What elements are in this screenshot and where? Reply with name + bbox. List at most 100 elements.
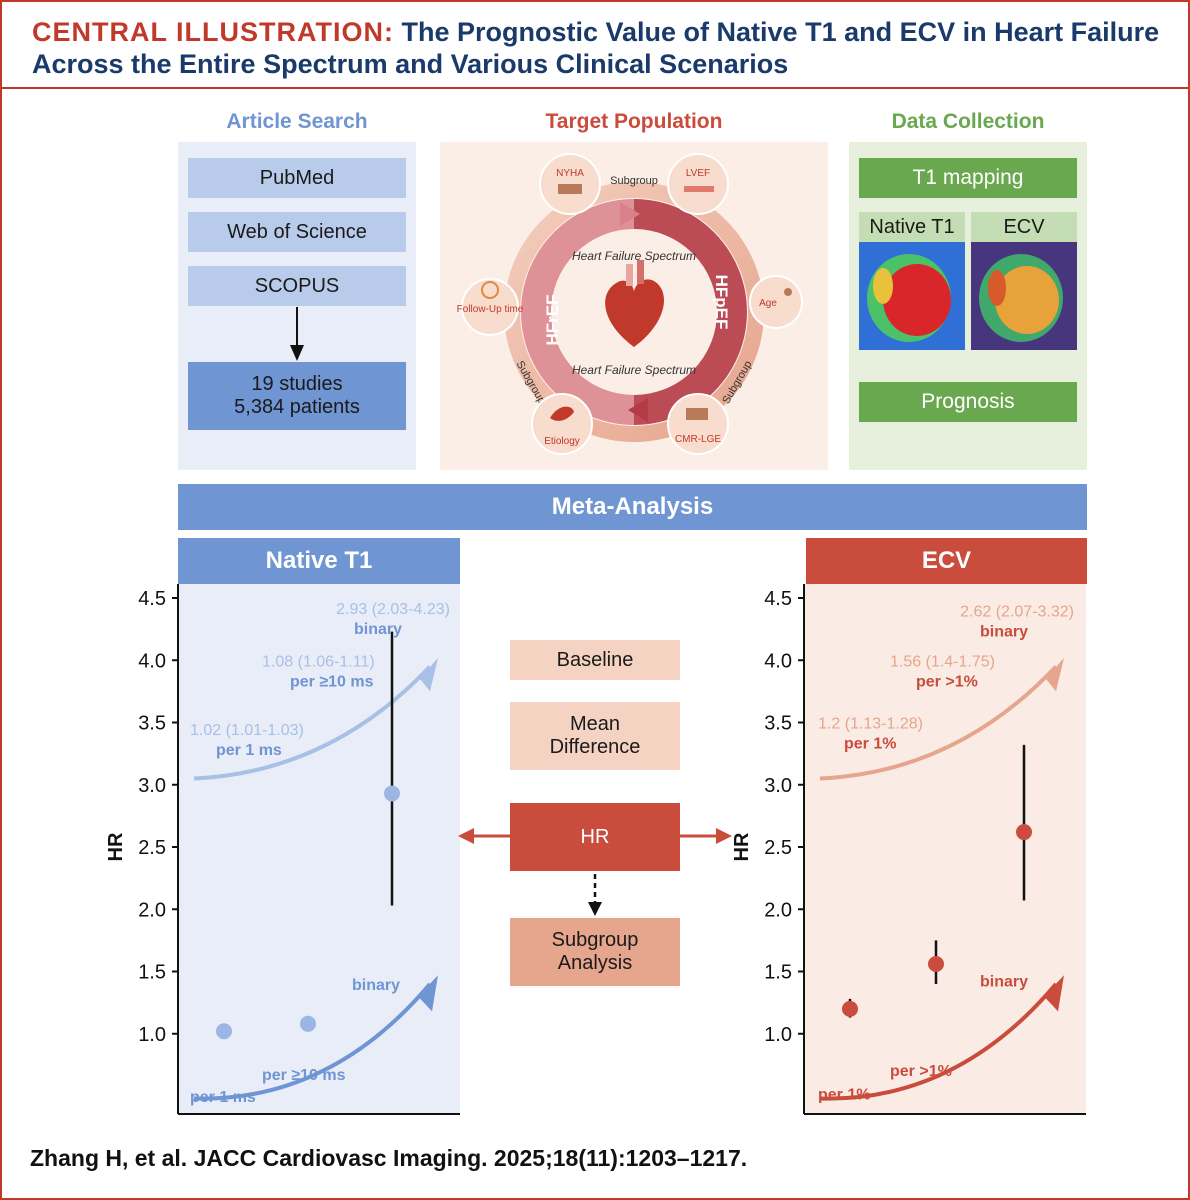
- y-tick-label: 4.0: [138, 650, 166, 672]
- y-tick-label: 4.5: [764, 588, 792, 610]
- chart-plot-area: [804, 584, 1086, 1114]
- data-collection-heading: Data Collection: [891, 110, 1045, 133]
- database-pubmed: PubMed: [188, 158, 406, 198]
- svg-text:CMR-LGE: CMR-LGE: [675, 434, 721, 445]
- upper-arrowhead: [1046, 657, 1064, 692]
- y-tick-label: 3.5: [138, 713, 166, 735]
- mean-difference-box: Mean Difference: [510, 702, 680, 770]
- native-t1-label: Native T1: [859, 212, 965, 242]
- hfref-arc: [521, 199, 635, 425]
- page-title: CENTRAL ILLUSTRATION: The Prognostic Val…: [32, 16, 1172, 80]
- subgroup-analysis-box: Subgroup Analysis: [510, 918, 680, 986]
- t1-map-images: [859, 242, 1077, 350]
- y-tick-label: 3.0: [138, 775, 166, 797]
- database-web-of-science: Web of Science: [188, 212, 406, 252]
- subgroup-lvef: LVEF: [667, 153, 729, 215]
- y-axis-label: HR: [105, 832, 127, 861]
- down-arrow-icon: [290, 307, 304, 361]
- lower-unit-label: per ≥10 ms: [262, 1067, 346, 1084]
- data-point: [300, 1015, 316, 1032]
- subgroup-nyha: NYHA: [539, 153, 601, 215]
- hr-arrows: [458, 828, 732, 844]
- y-tick-label: 2.0: [138, 899, 166, 921]
- data-collection-panel: T1 mapping Native T1 ECV Prognosis: [849, 142, 1087, 470]
- studies-count: 19 studies: [251, 373, 343, 395]
- lower-unit-label: per 1 ms: [190, 1089, 256, 1106]
- hr-value-label: 1.02 (1.01-1.03): [190, 722, 304, 739]
- hfpef-arc: [633, 199, 747, 425]
- svg-text:LVEF: LVEF: [686, 168, 710, 179]
- patients-count: 5,384 patients: [234, 396, 360, 418]
- target-population-panel: Heart Failure Spectrum Heart Failure Spe…: [440, 142, 828, 470]
- baseline-box: Baseline: [510, 640, 680, 680]
- studies-result-box: 19 studies 5,384 patients: [188, 362, 406, 430]
- t1-mapping-box: T1 mapping: [859, 158, 1077, 198]
- y-axis-label: HR: [731, 832, 753, 861]
- header: CENTRAL ILLUSTRATION: The Prognostic Val…: [2, 2, 1188, 89]
- ecv-chart: 1.0 1.5 2.0 2.5 3.0 3.5 4.0 4.5 HR 1.2 (1.13-1.28…: [731, 584, 1086, 1115]
- prognosis-box: Prognosis: [859, 382, 1077, 422]
- upper-unit-label: per ≥10 ms: [290, 673, 374, 690]
- upper-unit-label: binary: [354, 621, 402, 638]
- lower-arrowhead: [418, 975, 438, 1012]
- spectrum-label-bottom: Heart Failure Spectrum: [572, 363, 696, 377]
- citation: Zhang H, et al. JACC Cardiovasc Imaging.…: [30, 1145, 748, 1171]
- title-lead: CENTRAL ILLUSTRATION:: [32, 17, 394, 47]
- upper-unit-label: binary: [980, 624, 1028, 641]
- subgroup-label-top: Subgroup: [610, 175, 658, 187]
- mean-difference-line1: Mean: [569, 713, 621, 735]
- ecv-label: ECV: [971, 212, 1077, 242]
- arc-arrowhead: [628, 398, 648, 422]
- hr-box: HR: [510, 803, 680, 871]
- upper-unit-label: per >1%: [916, 673, 978, 690]
- y-tick-label: 4.0: [764, 650, 792, 672]
- lower-trend-arrow: [819, 982, 1058, 1101]
- subgroup-analysis-line1: Subgroup: [551, 929, 639, 951]
- native-t1-chart-title: Native T1: [178, 538, 460, 584]
- hfpef-label: HFpEF: [712, 275, 731, 330]
- subgroup-cmr-lge: CMR-LGE: [667, 393, 729, 455]
- svg-text:Follow-Up time: Follow-Up time: [457, 304, 524, 315]
- arc-arrowhead: [620, 202, 640, 226]
- hr-value-label: 2.93 (2.03-4.23): [336, 601, 450, 618]
- hr-value-label: 1.2 (1.13-1.28): [818, 716, 923, 733]
- lower-unit-label: per >1%: [890, 1063, 952, 1080]
- y-tick-label: 3.0: [764, 775, 792, 797]
- subgroup-age: Age: [749, 275, 803, 329]
- data-point: [384, 785, 400, 802]
- lower-trend-arrow: [193, 982, 432, 1101]
- hr-value-label: 1.08 (1.06-1.11): [262, 653, 375, 670]
- y-tick-label: 4.5: [138, 588, 166, 610]
- subgroup-analysis-line2: Analysis: [557, 952, 633, 974]
- mean-difference-line2: Difference: [549, 736, 641, 758]
- native-t1-chart: 1.0 1.5 2.0 2.5 3.0 3.5 4.0 4.5 HR 1.02 (1.01-1.0…: [105, 584, 460, 1115]
- heart-icon: [605, 260, 665, 347]
- y-tick-label: 1.5: [764, 962, 792, 984]
- heart-failure-spectrum-diagram: Heart Failure Spectrum Heart Failure Spe…: [457, 153, 803, 455]
- meta-analysis-bar: Meta-Analysis: [178, 484, 1087, 530]
- hfref-label: HFrEF: [543, 295, 562, 346]
- upper-trend-arrow: [193, 665, 432, 781]
- svg-text:Etiology: Etiology: [544, 436, 580, 447]
- subgroup-etiology: Etiology: [531, 393, 593, 455]
- article-search-heading: Article Search: [226, 110, 368, 133]
- hr-value-label: 2.62 (2.07-3.32): [960, 604, 1074, 621]
- svg-text:NYHA: NYHA: [556, 168, 584, 179]
- upper-unit-label: per 1%: [844, 736, 896, 753]
- upper-trend-arrow: [819, 665, 1058, 781]
- target-population-heading: Target Population: [545, 110, 723, 133]
- y-tick-label: 3.5: [764, 713, 792, 735]
- lower-arrowhead: [1044, 975, 1064, 1012]
- data-point: [928, 956, 944, 973]
- spectrum-label-top: Heart Failure Spectrum: [572, 249, 696, 263]
- database-scopus: SCOPUS: [188, 266, 406, 306]
- lower-unit-label: binary: [352, 977, 400, 994]
- data-point: [216, 1023, 232, 1040]
- y-tick-label: 1.5: [138, 962, 166, 984]
- upper-arrowhead: [420, 657, 438, 692]
- subgroup-follow-up-time: Follow-Up time: [457, 278, 524, 336]
- data-point: [1016, 824, 1032, 841]
- y-tick-label: 1.0: [138, 1024, 166, 1046]
- upper-unit-label: per 1 ms: [216, 742, 282, 759]
